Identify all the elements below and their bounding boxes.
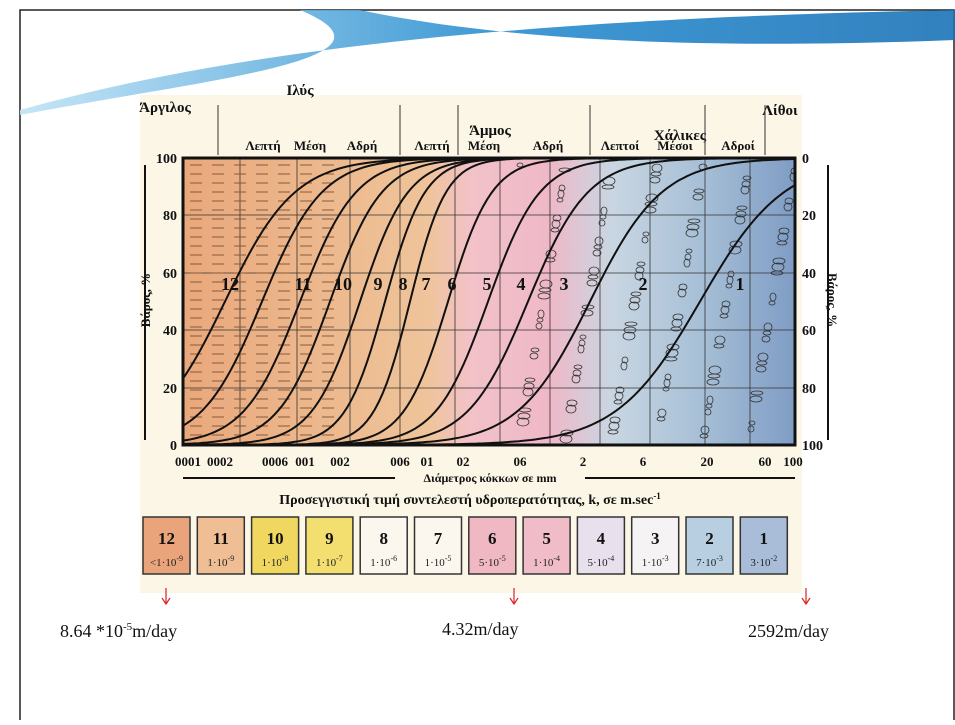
zone-label: 2 bbox=[639, 274, 648, 294]
right-tick-label: 80 bbox=[802, 382, 816, 397]
box-exp: -6 bbox=[390, 554, 397, 563]
box-exp: -3 bbox=[662, 554, 669, 563]
zone-label: 12 bbox=[221, 274, 239, 294]
box-number: 5 bbox=[542, 529, 551, 548]
box-exp: -8 bbox=[282, 554, 289, 563]
box-number: 6 bbox=[488, 529, 497, 548]
zone-label: 9 bbox=[374, 274, 383, 294]
box-number: 3 bbox=[651, 529, 660, 548]
group-label: Άμμος bbox=[469, 123, 511, 139]
group-label: Λίθοι bbox=[762, 103, 798, 119]
right-tick-label: 100 bbox=[802, 439, 823, 454]
annotation-part: m/day bbox=[132, 621, 177, 641]
box-number: 10 bbox=[267, 529, 284, 548]
box-number: 12 bbox=[158, 529, 175, 548]
zone-label: 4 bbox=[517, 274, 526, 294]
zone-label: 6 bbox=[448, 274, 457, 294]
x-tick-label: 6 bbox=[640, 454, 647, 469]
box-number: 2 bbox=[705, 529, 714, 548]
x-tick-label: 60 bbox=[759, 454, 772, 469]
box-exp: -7 bbox=[336, 554, 343, 563]
right-tick-label: 20 bbox=[802, 209, 816, 224]
subgroup-label: Αδροί bbox=[721, 138, 755, 153]
legend-title: Προσεγγιστική τιμή συντελεστή υδροπερατό… bbox=[279, 491, 661, 508]
group-label: Ιλύς bbox=[286, 83, 314, 99]
left-tick-label: 60 bbox=[163, 267, 177, 282]
box-number: 8 bbox=[379, 529, 388, 548]
left-tick-label: 0 bbox=[170, 439, 177, 454]
x-tick-label: 006 bbox=[390, 454, 410, 469]
annotation: 8.64 *10-5m/day bbox=[60, 621, 177, 641]
box-number: 1 bbox=[760, 529, 769, 548]
x-tick-label: 100 bbox=[783, 454, 803, 469]
subgroup-label: Μέσοι bbox=[657, 138, 692, 153]
box-number: 4 bbox=[597, 529, 606, 548]
annotation-part: 8.64 *10 bbox=[60, 621, 123, 641]
right-tick-label: 0 bbox=[802, 152, 809, 167]
zone-label: 5 bbox=[483, 274, 492, 294]
legend-title-sup: -1 bbox=[653, 491, 661, 501]
x-tick-label: 06 bbox=[514, 454, 528, 469]
box-exp: -2 bbox=[771, 554, 778, 563]
zone-label: 7 bbox=[422, 274, 431, 294]
zone-label: 8 bbox=[399, 274, 408, 294]
x-axis-label: Διάμετρος κόκκων σε mm bbox=[424, 471, 557, 485]
box-exp: -9 bbox=[228, 554, 235, 563]
box-number: 11 bbox=[213, 529, 229, 548]
box-number: 9 bbox=[325, 529, 334, 548]
zone-label: 1 bbox=[736, 274, 745, 294]
subgroup-label: Αδρή bbox=[347, 138, 377, 153]
annotation: 2592m/day bbox=[748, 621, 829, 641]
subgroup-label: Λεπτή bbox=[414, 138, 449, 153]
box-exp: -5 bbox=[499, 554, 506, 563]
left-tick-label: 100 bbox=[156, 152, 177, 167]
subgroup-label: Μέση bbox=[468, 138, 500, 153]
subgroup-label: Λεπτή bbox=[245, 138, 280, 153]
subgroup-label: Μέση bbox=[294, 138, 326, 153]
slide: Άργιλος Ιλύς Λεπτή Μέση Αδρή Άμμος Λεπτή Μέση Αδ… bbox=[0, 0, 955, 720]
right-tick-label: 60 bbox=[802, 324, 816, 339]
x-tick-label: 20 bbox=[701, 454, 714, 469]
box-exp: -5 bbox=[445, 554, 452, 563]
subgroup-label: Αδρή bbox=[533, 138, 563, 153]
annotation: 4.32m/day bbox=[442, 619, 519, 639]
right-tick-label: 40 bbox=[802, 267, 816, 282]
x-tick-label: 2 bbox=[580, 454, 587, 469]
zone-label: 10 bbox=[334, 274, 352, 294]
x-tick-label: 0006 bbox=[262, 454, 289, 469]
x-tick-label: 0002 bbox=[207, 454, 233, 469]
box-exp: -4 bbox=[608, 554, 615, 563]
left-tick-label: 40 bbox=[163, 324, 177, 339]
x-tick-label: 02 bbox=[457, 454, 470, 469]
subgroup-label: Λεπτοί bbox=[601, 138, 640, 153]
x-tick-label: 001 bbox=[295, 454, 315, 469]
zone-label: 11 bbox=[294, 274, 311, 294]
left-tick-label: 20 bbox=[163, 382, 177, 397]
group-label: Άργιλος bbox=[139, 100, 191, 116]
box-exp: -9 bbox=[176, 554, 183, 563]
x-tick-label: 002 bbox=[330, 454, 350, 469]
x-tick-label: 0001 bbox=[175, 454, 201, 469]
box-number: 7 bbox=[434, 529, 443, 548]
zone-label: 3 bbox=[560, 274, 569, 294]
left-tick-label: 80 bbox=[163, 209, 177, 224]
box-exp: -3 bbox=[716, 554, 723, 563]
box-exp: -4 bbox=[553, 554, 560, 563]
x-tick-label: 01 bbox=[421, 454, 434, 469]
